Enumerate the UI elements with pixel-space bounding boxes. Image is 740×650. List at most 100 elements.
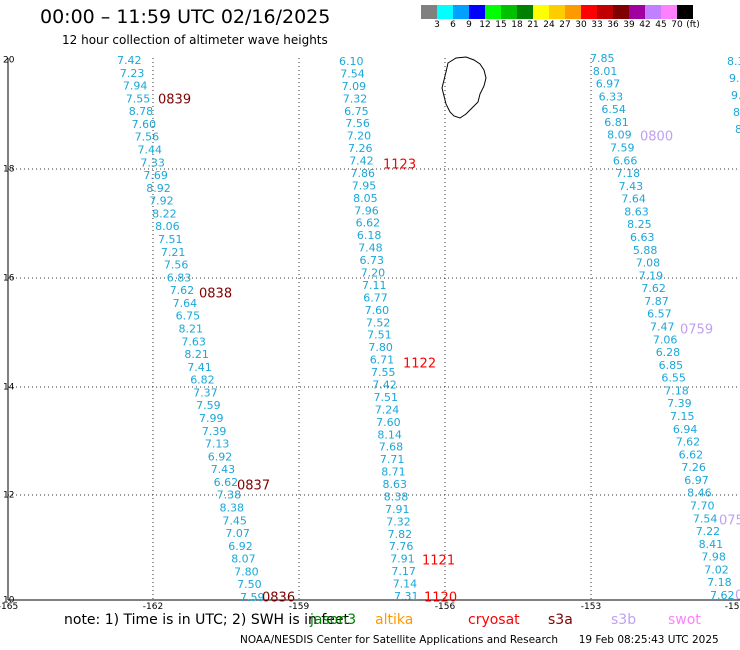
wave-height-value: 7.64 [173,297,198,310]
latitude-tick-label: 18 [3,165,15,175]
wave-height-value: 7.76 [389,540,414,553]
wave-height-value: 6.94 [673,423,698,436]
wave-height-value: 6.71 [370,354,395,367]
wave-height-value: 6.18 [357,229,382,242]
wave-height-value: 6.54 [601,103,626,116]
wave-height-value: 7.60 [132,118,157,131]
wave-height-value: 6.33 [599,90,624,103]
wave-height-value: 6.62 [679,448,704,461]
wave-height-value: 7.14 [393,578,418,591]
wave-height-value: 7.19 [639,269,664,282]
wave-height-value: 7.48 [358,242,383,255]
wave-height-value: 7.80 [234,565,259,578]
wave-height-value: 8.78 [129,105,154,118]
legend-swatch [613,5,629,19]
wave-height-value: 7.99 [199,412,224,425]
wave-height-value: 7.37 [193,386,218,399]
color-legend: 3 6 9 12 15 18 21 24 27 30 33 36 39 42 45 70 (ft) [421,5,740,31]
wave-height-value: 7.18 [664,384,689,397]
wave-height-value: 8.05 [353,192,378,205]
legend-label: 30 [575,20,587,30]
wave-height-value: 8.09 [607,129,632,142]
wave-height-value: 7.41 [187,361,212,374]
latitude-tick-label: 16 [3,274,15,284]
legend-swatch [469,5,485,19]
wave-height-value: 7.60 [365,304,390,317]
wave-height-value: 7.60 [376,416,401,429]
legend-label: 21 [527,20,539,30]
legend-label: 45 [655,20,667,30]
wave-height-value: 7.51 [158,233,183,246]
wave-height-value: 7.63 [181,335,206,348]
wave-height-value: 7.85 [590,52,615,65]
wave-height-value: 7.31 [394,590,419,603]
wave-height-value: 7.26 [348,142,373,155]
satellite-key-item: cryosat [468,612,520,628]
wave-height-value: 7.91 [385,503,410,516]
wave-height-value: 7.44 [138,144,163,157]
wave-height-value: 7.43 [619,180,644,193]
wave-height-value: 9. [729,72,740,85]
wave-height-value: 6.97 [596,78,621,91]
wave-height-value: 7.18 [616,167,641,180]
legend-swatch [549,5,565,19]
wave-height-value: 8.38 [384,491,409,504]
wave-height-value: 7.62 [170,284,195,297]
legend-swatch [501,5,517,19]
wave-height-value: 7.08 [636,257,661,270]
wave-height-value: 7.55 [371,366,396,379]
wave-height-value: 6.83 [167,271,192,284]
map-grid [7,58,740,601]
wave-height-value: 7.24 [375,403,400,416]
wave-height-value: 7.86 [351,167,376,180]
wave-height-value: 7.64 [621,193,646,206]
wave-height-value: 6.75 [176,310,201,323]
wave-height-value: 6.81 [604,116,629,129]
wave-height-value: 7.39 [667,397,692,410]
wave-height-value: 7.09 [342,80,367,93]
wave-height-value: 7.80 [368,341,393,354]
wave-height-value: 6.85 [659,359,684,372]
wave-height-value: 8.41 [699,538,724,551]
wave-height-value: 7.47 [650,321,675,334]
legend-unit: (ft) [686,20,700,30]
wave-height-value: 7.70 [690,500,715,513]
satellite-key-item: s3b [611,612,637,628]
wave-height-value: 7.71 [380,453,405,466]
wave-height-value: 7.98 [701,551,726,564]
wave-height-value: 7.62 [676,436,701,449]
wave-height-value: 7.54 [340,67,365,80]
wave-height-value: 7.59 [196,399,221,412]
wave-height-value: 7.52 [366,316,391,329]
legend-swatch [581,5,597,19]
legend-label: 39 [623,20,635,30]
wave-height-value: 7.38 [217,489,242,502]
wave-height-value: 7.50 [237,578,262,591]
satellite-key-item: jason3 [310,612,357,628]
longitude-tick-label: -156 [435,602,456,612]
wave-height-value: 7.32 [343,92,368,105]
wave-height-value: 7.26 [681,461,706,474]
legend-swatch [421,5,437,19]
wave-height-value: 8.46 [687,487,712,500]
legend-label: 15 [495,20,507,30]
wave-height-value: 7.33 [140,156,165,169]
satellite-key-item: altika [375,612,414,628]
legend-label: 9 [466,20,472,30]
wave-height-value: 6.62 [214,476,239,489]
legend-swatch [437,5,453,19]
wave-height-value: 6.82 [190,374,215,387]
satellite-tracks: 7.427.237.947.558.787.607.567.447.337.69… [117,52,740,604]
wave-height-value: 7.42 [349,155,374,168]
pass-time-label: 0800 [640,130,673,145]
legend-swatch [453,5,469,19]
pass-time-label: 1120 [424,591,457,606]
wave-height-value: 7.92 [149,195,174,208]
wave-height-value: 7.07 [225,527,250,540]
wave-height-value: 8.63 [383,478,408,491]
wave-height-value: 8.38 [220,502,245,515]
wave-height-value: 7.54 [693,512,718,525]
wave-height-value: 7.56 [164,259,189,272]
legend-swatch [533,5,549,19]
